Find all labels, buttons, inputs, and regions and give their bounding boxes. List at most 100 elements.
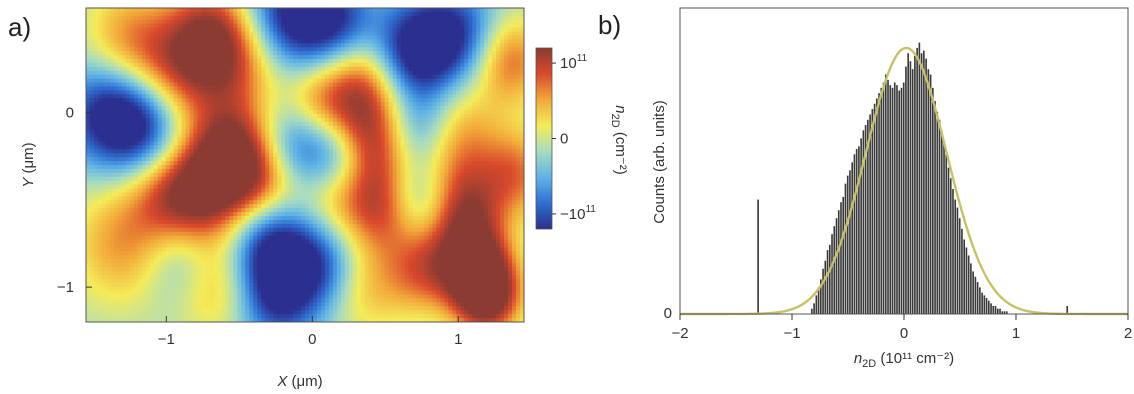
heatmap-cell: [388, 98, 393, 103]
heatmap-cell: [265, 180, 270, 186]
heatmap-cell: [340, 51, 346, 56]
heatmap-cell: [289, 106, 294, 111]
heatmap-cell: [332, 180, 338, 186]
heatmap-cell: [328, 27, 334, 32]
heatmap-cell: [213, 129, 218, 135]
heatmap-cell: [356, 157, 362, 162]
heatmap-cell: [237, 129, 242, 135]
heatmap-cell: [261, 176, 266, 182]
heatmap-cell: [133, 27, 139, 32]
heatmap-cell: [360, 149, 366, 154]
heatmap-cell: [452, 94, 457, 99]
heatmap-cell: [297, 180, 302, 186]
heatmap-cell: [328, 66, 334, 72]
heatmap-cell: [360, 161, 366, 166]
heatmap-cell: [416, 74, 421, 80]
heatmap-cell: [161, 141, 167, 146]
heatmap-cell: [392, 8, 397, 13]
heatmap-cell: [113, 15, 119, 21]
heatmap-cell: [273, 35, 278, 40]
heatmap-cell: [157, 43, 163, 48]
heatmap-cell: [340, 82, 346, 87]
heatmap-cell: [320, 19, 326, 25]
heatmap-cell: [213, 94, 218, 99]
heatmap-cell: [145, 8, 151, 13]
heatmap-cell: [324, 161, 330, 166]
heatmap-cell: [133, 78, 139, 83]
heatmap-cell: [153, 113, 159, 119]
heatmap-cell: [181, 153, 186, 158]
heatmap-cell: [157, 74, 163, 80]
heatmap-cell: [508, 43, 513, 48]
heatmap-cell: [269, 47, 274, 52]
heatmap-cell: [376, 51, 382, 56]
heatmap-cell: [121, 11, 127, 17]
heatmap-cell: [137, 184, 143, 189]
heatmap-cell: [97, 27, 103, 32]
heatmap-cell: [121, 176, 127, 182]
heatmap-cell: [476, 180, 481, 186]
heatmap-cell: [396, 19, 401, 25]
heatmap-cell: [312, 74, 318, 80]
heatmap-cell: [149, 27, 155, 32]
heatmap-cell: [436, 176, 441, 182]
heatmap-cell: [432, 133, 437, 138]
heatmap-cell: [97, 11, 103, 17]
heatmap-cell: [201, 153, 206, 158]
heatmap-cell: [177, 145, 182, 150]
heatmap-cell: [193, 51, 198, 56]
heatmap-cell: [428, 176, 433, 182]
heatmap-cell: [384, 137, 390, 142]
heatmap-cell: [460, 47, 465, 52]
heatmap-cell: [316, 141, 322, 146]
heatmap-cell: [332, 125, 338, 131]
heatmap-cell: [328, 176, 334, 182]
heatmap-cell: [388, 94, 393, 99]
heatmap-cell: [420, 82, 425, 87]
heatmap-cell: [420, 153, 425, 158]
heatmap-cell: [340, 172, 346, 178]
heatmap-cell: [161, 176, 167, 182]
heatmap-cell: [301, 133, 306, 138]
heatmap-cell: [245, 39, 250, 44]
heatmap-cell: [101, 86, 107, 91]
heatmap-cell: [340, 137, 346, 142]
heatmap-cell: [364, 15, 370, 21]
heatmap-cell: [476, 176, 481, 182]
heatmap-cell: [308, 98, 314, 103]
heatmap-cell: [189, 121, 194, 127]
heatmap-cell: [396, 59, 401, 64]
heatmap-cell: [301, 153, 306, 158]
heatmap-cell: [360, 110, 366, 115]
heatmap-cell: [177, 157, 182, 162]
heatmap-cell: [301, 125, 306, 131]
heatmap-cell: [360, 23, 366, 29]
heatmap-cell: [209, 145, 214, 150]
heatmap-cell: [420, 102, 425, 107]
heatmap-cell: [420, 141, 425, 146]
heatmap-cell: [157, 62, 163, 68]
heatmap-cell: [133, 184, 139, 189]
heatmap-cell: [468, 157, 473, 162]
heatmap-cell: [269, 70, 274, 76]
heatmap-cell: [233, 98, 238, 103]
heatmap-cell: [129, 145, 135, 150]
heatmap-cell: [169, 86, 174, 91]
heatmap-cell: [520, 62, 525, 68]
heatmap-cell: [356, 86, 362, 91]
heatmap-cell: [101, 102, 107, 107]
heatmap-cell: [129, 19, 135, 25]
heatmap-cell: [269, 137, 274, 142]
heatmap-cell: [388, 137, 393, 142]
heatmap-cell: [86, 176, 91, 182]
heatmap-cell: [289, 66, 294, 72]
heatmap-cell: [193, 184, 198, 189]
heatmap-cell: [261, 70, 266, 76]
heatmap-cell: [273, 11, 278, 17]
heatmap-cell: [197, 23, 202, 29]
heatmap-cell: [488, 59, 493, 64]
heatmap-cell: [205, 165, 210, 170]
heatmap-cell: [121, 165, 127, 170]
heatmap-cell: [372, 129, 378, 135]
heatmap-cell: [237, 157, 242, 162]
